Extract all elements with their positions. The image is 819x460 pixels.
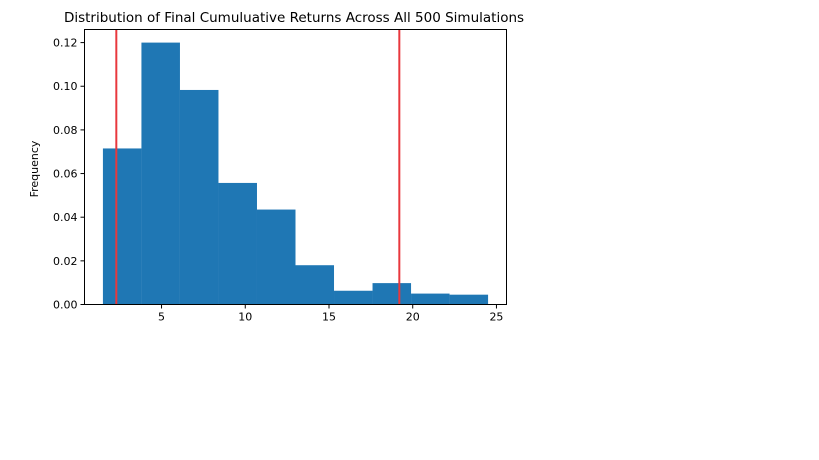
x-tick-label: 25 xyxy=(489,311,503,324)
x-tick-label: 20 xyxy=(406,311,420,324)
histogram-bar-8 xyxy=(372,283,412,305)
y-tick-label: 0.06 xyxy=(53,168,78,181)
histogram-bar-2 xyxy=(141,42,180,305)
y-tick-label: 0.08 xyxy=(53,124,78,137)
y-tick-label: 0.00 xyxy=(53,299,78,312)
y-tick-label: 0.12 xyxy=(53,37,78,50)
histogram-bar-4 xyxy=(218,182,257,305)
y-axis-label: Frequency xyxy=(28,140,41,197)
x-tick-label: 15 xyxy=(322,311,336,324)
y-tick-label: 0.02 xyxy=(53,255,78,268)
x-tick-label: 10 xyxy=(238,311,252,324)
histogram-bars xyxy=(102,42,489,305)
histogram-bar-1 xyxy=(102,148,142,305)
y-tick-label: 0.04 xyxy=(53,211,78,224)
y-tick-label: 0.10 xyxy=(53,80,78,93)
histogram-bar-3 xyxy=(179,89,219,305)
histogram-bar-5 xyxy=(256,209,296,305)
chart-title: Distribution of Final Cumuluative Return… xyxy=(64,10,524,26)
x-axis-ticks: 5 10 15 20 25 xyxy=(158,304,503,324)
histogram-bar-6 xyxy=(295,265,335,305)
histogram-bar-7 xyxy=(334,290,373,305)
histogram-bar-10 xyxy=(449,294,489,305)
y-axis-ticks: 0.00 0.02 0.04 0.06 0.08 0.10 0.12 xyxy=(53,37,85,312)
histogram-bar-9 xyxy=(411,293,450,305)
x-tick-label: 5 xyxy=(158,311,165,324)
percentile-lines xyxy=(115,29,401,305)
plot-area-frame xyxy=(84,29,507,305)
